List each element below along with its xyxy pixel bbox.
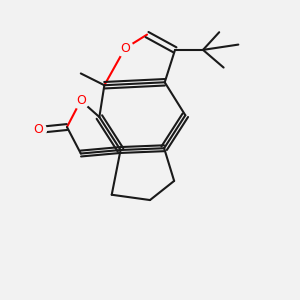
- Text: O: O: [33, 124, 43, 136]
- Circle shape: [73, 92, 89, 109]
- Text: O: O: [120, 42, 130, 55]
- Text: O: O: [76, 94, 86, 107]
- Circle shape: [30, 122, 46, 138]
- Circle shape: [117, 40, 133, 57]
